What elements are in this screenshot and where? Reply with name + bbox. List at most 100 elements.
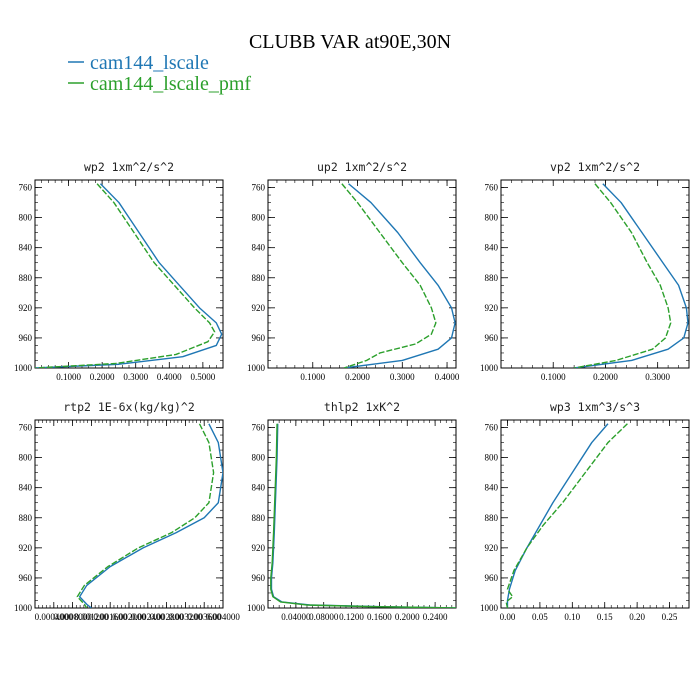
x-tick-label: 0.15	[597, 612, 613, 622]
series-line-cam144-lscale	[344, 183, 456, 368]
plot-frame	[500, 419, 690, 609]
x-tick-label: 0.20	[629, 612, 645, 622]
x-tick-label: 0.3000	[123, 372, 148, 382]
y-tick-label: 840	[485, 243, 499, 253]
x-tick-label: 0.1000	[541, 372, 566, 382]
x-tick-label: 0.25	[662, 612, 678, 622]
x-tick-label: 0.2000	[593, 372, 618, 382]
series-line-cam144-lscale-pmf	[505, 423, 628, 608]
series-line-cam144-lscale	[270, 423, 456, 608]
y-tick-label: 880	[485, 273, 499, 283]
y-tick-label: 960	[252, 333, 266, 343]
panel-title: vp2 1xm^2/s^2	[550, 160, 640, 174]
y-tick-label: 960	[19, 333, 33, 343]
figure-title: CLUBB VAR at90E,30N	[249, 31, 451, 53]
x-tick-label: 0.2000	[395, 612, 420, 622]
y-tick-label: 800	[485, 213, 499, 223]
x-tick-label: 0.001200	[75, 612, 109, 622]
panel-title: wp3 1xm^3/s^3	[550, 400, 640, 414]
panel-1: wp2 1xm^2/s^2 0.1000 0.2000 0.3000 0.4000 0.5…	[14, 160, 224, 382]
series-line-cam144-lscale	[506, 423, 609, 608]
x-tick-label: 0.003600	[187, 612, 221, 622]
x-tick-label: 0.003200	[169, 612, 203, 622]
y-tick-label: 880	[19, 273, 33, 283]
plot-frame	[267, 179, 457, 369]
x-tick-label: 0.001600	[93, 612, 127, 622]
panel-6: wp3 1xm^3/s^3 0.00 0.05 0.10 0.15 0.20 0.25 760…	[480, 400, 690, 622]
plot-frame	[34, 419, 224, 609]
x-tick-label: 0.0004000	[35, 612, 74, 622]
panel-title: up2 1xm^2/s^2	[317, 160, 407, 174]
series-line-cam144-lscale	[35, 183, 223, 368]
y-tick-label: 840	[19, 243, 33, 253]
y-tick-label: 840	[485, 483, 499, 493]
y-tick-label: 960	[485, 573, 499, 583]
y-tick-label: 920	[252, 543, 266, 553]
x-tick-label: 0.3000	[390, 372, 415, 382]
series-line-cam144-lscale-pmf	[76, 423, 215, 608]
y-tick-label: 880	[252, 273, 266, 283]
panel-title: rtp2 1E-6x(kg/kg)^2	[63, 400, 195, 414]
series-line-cam144-lscale-pmf	[341, 183, 437, 368]
plot-frame	[34, 179, 224, 369]
y-tick-label: 800	[485, 453, 499, 463]
series-line-cam144-lscale	[574, 183, 689, 368]
x-tick-label: 0.10	[564, 612, 580, 622]
x-tick-label: 0.2000	[90, 372, 115, 382]
series-line-cam144-lscale-pmf	[35, 183, 216, 368]
x-tick-label: 0.4000	[435, 372, 460, 382]
y-tick-label: 760	[252, 183, 266, 193]
y-tick-label: 960	[252, 573, 266, 583]
y-tick-label: 840	[19, 483, 33, 493]
panel-3: vp2 1xm^2/s^2 0.1000 0.2000 0.3000 760 800 840…	[480, 160, 690, 382]
y-tick-label: 800	[19, 453, 33, 463]
y-tick-label: 1000	[247, 603, 266, 613]
y-tick-label: 760	[252, 423, 266, 433]
y-tick-label: 880	[485, 513, 499, 523]
y-tick-label: 1000	[480, 603, 499, 613]
x-tick-label: 0.002400	[131, 612, 165, 622]
x-tick-label: 0.2000	[345, 372, 370, 382]
y-tick-label: 800	[252, 213, 266, 223]
y-tick-label: 920	[485, 543, 499, 553]
y-tick-label: 760	[19, 183, 33, 193]
y-tick-label: 800	[252, 453, 266, 463]
y-tick-label: 920	[19, 543, 33, 553]
x-tick-label: 0.05	[532, 612, 548, 622]
x-tick-label: 0.002800	[150, 612, 184, 622]
x-tick-label: 0.00	[500, 612, 516, 622]
panel-title: thlp2 1xK^2	[324, 400, 400, 414]
panel-grid: wp2 1xm^2/s^2 0.1000 0.2000 0.3000 0.4000 0.5…	[14, 160, 690, 622]
y-tick-label: 880	[19, 513, 33, 523]
plot-frame	[500, 179, 690, 369]
panel-4: rtp2 1E-6x(kg/kg)^20.00040000.00080000.0…	[14, 400, 240, 622]
y-tick-label: 920	[485, 303, 499, 313]
y-tick-label: 920	[252, 303, 266, 313]
y-tick-label: 1000	[14, 363, 33, 373]
y-tick-label: 1000	[247, 363, 266, 373]
panel-title: wp2 1xm^2/s^2	[84, 160, 174, 174]
x-tick-label: 0.1600	[367, 612, 392, 622]
y-tick-label: 960	[485, 333, 499, 343]
y-tick-label: 1000	[480, 363, 499, 373]
y-tick-label: 840	[252, 483, 266, 493]
y-tick-label: 920	[19, 303, 33, 313]
x-tick-label: 0.1000	[56, 372, 81, 382]
y-tick-label: 960	[19, 573, 33, 583]
x-tick-label: 0.5000	[190, 372, 215, 382]
y-tick-label: 840	[252, 243, 266, 253]
series-line-cam144-lscale-pmf	[270, 423, 456, 608]
y-tick-label: 1000	[14, 603, 33, 613]
x-tick-label: 0.4000	[157, 372, 182, 382]
y-tick-label: 880	[252, 513, 266, 523]
x-tick-label: 0.04000	[281, 612, 311, 622]
x-tick-label: 0.0008000	[53, 612, 92, 622]
series-line-cam144-lscale	[78, 423, 223, 608]
panel-2: up2 1xm^2/s^2 0.1000 0.2000 0.3000 0.4000 760…	[247, 160, 460, 382]
legend-label-cam144-lscale: cam144_lscale	[90, 52, 209, 74]
x-tick-label: 0.002000	[112, 612, 146, 622]
plot-frame	[267, 419, 457, 609]
legend: cam144_lscale cam144_lscale_pmf	[68, 52, 251, 95]
legend-label-cam144-lscale-pmf: cam144_lscale_pmf	[90, 73, 251, 95]
